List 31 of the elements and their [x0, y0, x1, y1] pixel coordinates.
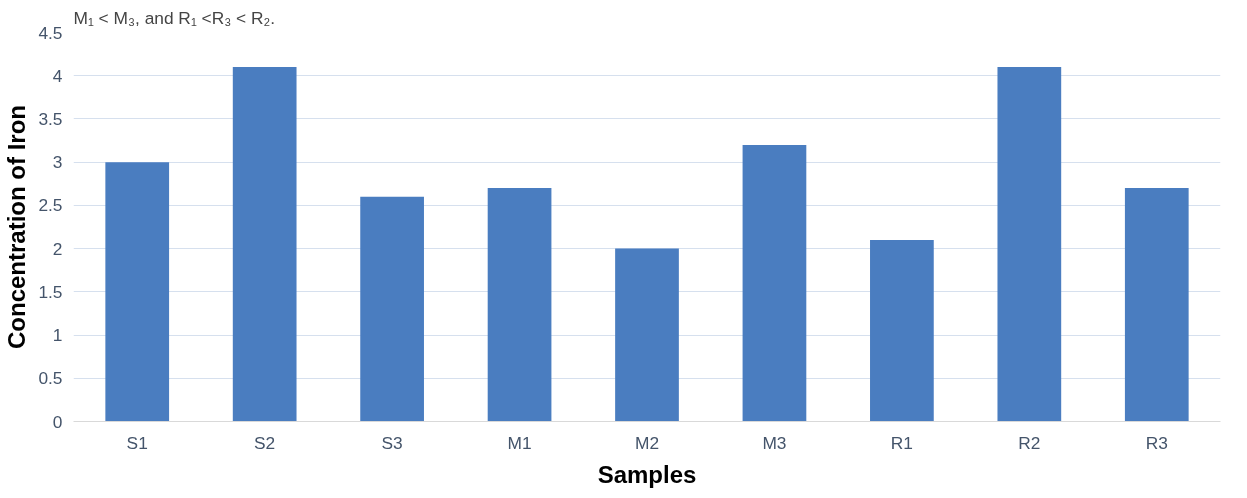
x-tick-label: R2	[1018, 432, 1041, 453]
bar	[232, 67, 297, 422]
bar	[105, 162, 170, 422]
x-tick-label: M3	[762, 432, 787, 453]
y-tick-label: 1	[52, 325, 63, 346]
bar	[997, 67, 1062, 422]
x-tick-label: R1	[890, 432, 913, 453]
y-tick-label: 0	[52, 411, 63, 432]
y-tick-label: 3.5	[38, 108, 63, 129]
y-tick-label: 2	[52, 238, 63, 259]
x-tick-label: S1	[126, 432, 148, 453]
bar	[1124, 188, 1189, 422]
x-tick-label: S2	[254, 432, 276, 453]
x-tick-label: S3	[381, 432, 403, 453]
bar	[742, 144, 807, 422]
y-axis-title: Concentration of Iron	[3, 105, 31, 349]
text: M₁ < M₃, and R₁ <R₃ < R₂.	[73, 7, 276, 28]
y-tick-label: 0.5	[38, 368, 63, 389]
y-tick-label: 3	[52, 152, 63, 173]
y-tick-label: 4	[52, 65, 63, 86]
x-tick-label: R3	[1145, 432, 1168, 453]
bar	[487, 188, 552, 422]
x-tick-label: M1	[507, 432, 532, 453]
bar	[360, 196, 424, 422]
x-axis-title: Samples	[597, 460, 697, 488]
y-tick-label: 1.5	[38, 281, 63, 302]
y-tick-label: 4.5	[38, 22, 63, 43]
x-tick-label: M2	[634, 432, 660, 453]
bar	[615, 248, 679, 422]
y-tick-label: 2.5	[38, 195, 63, 216]
bar	[870, 239, 934, 422]
